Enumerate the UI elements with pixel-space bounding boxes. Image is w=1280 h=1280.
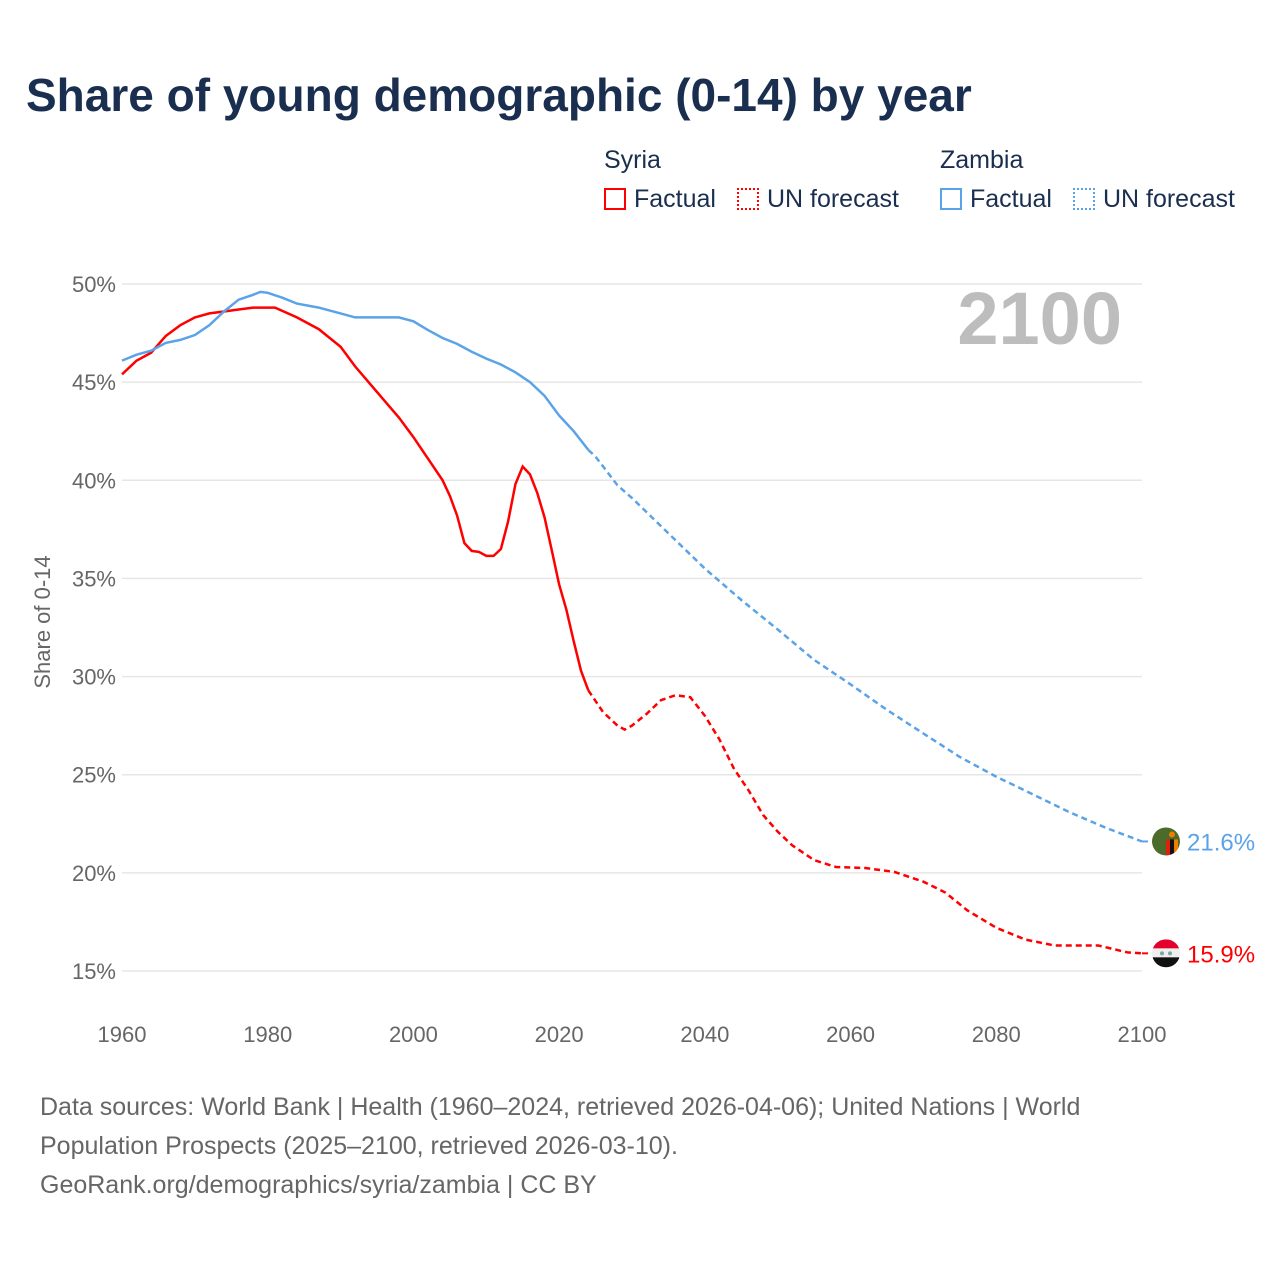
series-line-syria-forecast — [587, 689, 1143, 955]
footer: Data sources: World Bank | Health (1960–… — [40, 1088, 1160, 1205]
series-line-zambia-factual — [121, 290, 590, 451]
year-indicator: 2100 — [957, 277, 1122, 360]
series-line-syria-factual — [121, 306, 590, 691]
legend-group-syria: Syria Factual UN forecast — [604, 146, 899, 214]
legend-group-title: Syria — [604, 146, 661, 174]
legend-label: Factual — [970, 185, 1052, 213]
y-tick-label: 15% — [72, 959, 116, 984]
series-line-zambia-forecast — [587, 448, 1143, 843]
legend-swatch-dotted — [736, 188, 759, 210]
y-axis-label: Share of 0-14 — [30, 555, 55, 688]
legend-item-zambia-forecast[interactable]: UN forecast — [1072, 185, 1235, 213]
x-tick-label: 2020 — [535, 1022, 584, 1047]
legend-label: UN forecast — [1102, 185, 1235, 213]
y-tick-label: 30% — [72, 665, 116, 690]
y-tick-label: 35% — [72, 566, 116, 591]
x-tick-label: 1960 — [98, 1022, 147, 1047]
end-value-label-zambia: 21.6% — [1187, 829, 1255, 856]
chart-title: Share of young demographic (0-14) by yea… — [26, 69, 972, 121]
x-tick-label: 2080 — [972, 1022, 1021, 1047]
end-value-label-syria: 15.9% — [1187, 941, 1255, 968]
source-link[interactable]: GeoRank.org/demographics/syria/zambia | … — [40, 1171, 597, 1199]
legend-group-zambia: Zambia Factual UN forecast — [940, 146, 1235, 214]
x-tick-label: 2060 — [826, 1022, 875, 1047]
legend-swatch-solid — [604, 188, 626, 210]
y-tick-label: 20% — [72, 861, 116, 886]
syria-flag-icon — [1152, 939, 1180, 968]
y-tick-label: 45% — [72, 370, 116, 395]
x-tick-label: 2100 — [1118, 1022, 1167, 1047]
y-tick-label: 40% — [72, 468, 116, 493]
legend-item-syria-factual[interactable]: Factual — [604, 185, 716, 213]
legend-item-syria-forecast[interactable]: UN forecast — [736, 185, 899, 213]
legend-label: UN forecast — [766, 185, 899, 213]
x-tick-label: 1980 — [243, 1022, 292, 1047]
legend-item-zambia-factual[interactable]: Factual — [940, 185, 1052, 213]
zambia-flag-icon — [1152, 827, 1180, 856]
x-tick-label: 2040 — [680, 1022, 729, 1047]
y-tick-label: 25% — [72, 763, 116, 788]
y-tick-label: 50% — [72, 272, 116, 297]
x-tick-label: 2000 — [389, 1022, 438, 1047]
legend-label: Factual — [634, 185, 716, 213]
data-sources: Data sources: World Bank | Health (1960–… — [40, 1093, 1081, 1160]
legend-group-title: Zambia — [940, 146, 1024, 174]
legend-swatch-dotted — [1072, 188, 1095, 210]
legend-swatch-solid — [940, 188, 962, 210]
plot-area: 15% 20% 25% 30% 35% 40% 45% 50% 1960 1980 2000 2020… — [30, 272, 1255, 1047]
